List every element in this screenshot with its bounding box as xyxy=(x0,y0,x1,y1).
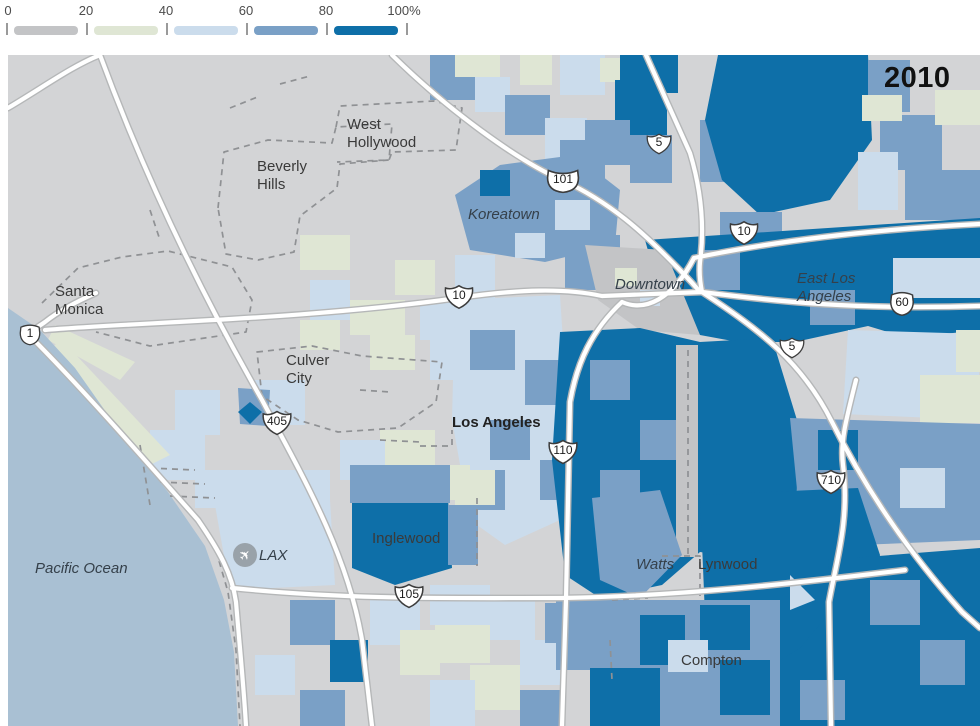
legend-tick-label: 20 xyxy=(78,3,94,18)
route-shield-405: 405 xyxy=(259,410,295,436)
route-shield-10-number: 10 xyxy=(737,224,751,238)
legend: 0 20 40 60 80 100% xyxy=(0,0,980,55)
label-lax: LAX xyxy=(259,547,288,564)
legend-tick-label: 0 xyxy=(4,3,12,18)
legend-tick-mark xyxy=(6,23,8,35)
label-compton: Compton xyxy=(681,652,742,669)
label-pacific-ocean: Pacific Ocean xyxy=(35,560,128,577)
legend-tick-label: 80 xyxy=(318,3,334,18)
city-boundaries xyxy=(41,75,701,726)
route-shield-110: 110 xyxy=(545,439,581,465)
legend-swatch-20-40 xyxy=(94,26,158,35)
route-shield-5-number: 5 xyxy=(655,135,663,149)
route-shield-110-number: 110 xyxy=(553,443,573,457)
legend-tick-mark xyxy=(406,23,408,35)
route-shield-710: 710 xyxy=(813,469,849,495)
label-beverly-hills: Beverly Hills xyxy=(257,158,308,193)
route-shield-105-number: 105 xyxy=(398,587,420,601)
label-east-los-angeles: East Los Angeles xyxy=(797,270,856,305)
route-shield-405-number: 405 xyxy=(266,414,288,428)
legend-tick-label: 100% xyxy=(387,3,421,18)
year-label: 2010 xyxy=(884,62,951,94)
label-watts: Watts xyxy=(636,556,675,573)
label-west-hollywood: West Hollywood xyxy=(347,116,417,151)
route-shield-105: 105 xyxy=(391,583,427,609)
route-shield-101-number: 101 xyxy=(552,172,574,186)
route-shield-101: 101 xyxy=(545,168,581,194)
label-downtown: Downtown xyxy=(615,276,686,293)
route-shield-5-south: 5 xyxy=(779,335,805,361)
legend-swatch-0-20 xyxy=(14,26,78,35)
legend-swatch-60-80 xyxy=(254,26,318,35)
legend-tick-mark xyxy=(166,23,168,35)
tract-patchwork xyxy=(45,55,980,726)
route-shield-10-number: 10 xyxy=(452,288,466,302)
airplane-icon: ✈ xyxy=(233,543,257,567)
legend-tick-mark xyxy=(86,23,88,35)
label-koreatown: Koreatown xyxy=(468,206,540,223)
label-culver-city: Culver City xyxy=(286,352,330,387)
roads xyxy=(8,55,980,726)
route-shield-710-number: 710 xyxy=(820,473,842,487)
route-shield-5: 5 xyxy=(646,131,672,157)
route-shield-60-number: 60 xyxy=(895,295,909,309)
route-shield-5-number: 5 xyxy=(788,339,796,353)
label-los-angeles: Los Angeles xyxy=(452,414,541,431)
route-shield-10-east: 10 xyxy=(729,220,759,246)
label-inglewood: Inglewood xyxy=(372,530,441,547)
route-shield-10-west: 10 xyxy=(444,284,474,310)
route-shield-60: 60 xyxy=(887,291,917,317)
label-lynwood: Lynwood xyxy=(698,556,758,573)
route-shield-1: 1 xyxy=(17,322,43,348)
pacific-ocean-water xyxy=(8,308,238,726)
legend-swatch-40-60 xyxy=(174,26,238,35)
legend-tick-mark xyxy=(326,23,328,35)
legend-tick-label: 60 xyxy=(238,3,254,18)
legend-swatch-80-100 xyxy=(334,26,398,35)
route-shield-1-number: 1 xyxy=(26,326,34,340)
legend-tick-mark xyxy=(246,23,248,35)
label-santa-monica: Santa Monica xyxy=(55,283,104,318)
legend-tick-label: 40 xyxy=(158,3,174,18)
